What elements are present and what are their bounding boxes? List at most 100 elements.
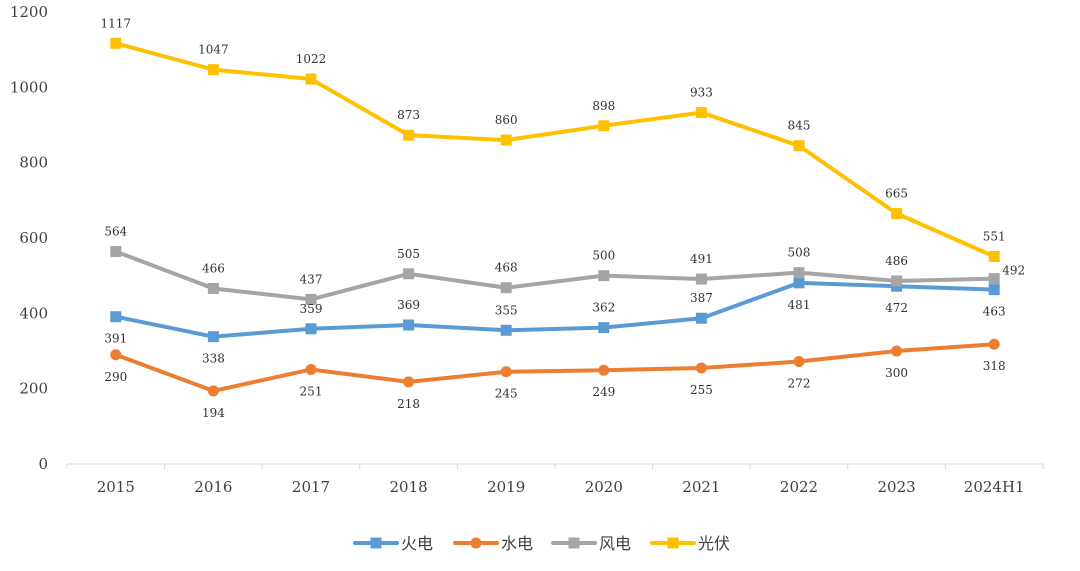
data-point	[793, 277, 805, 289]
data-point	[305, 323, 317, 335]
data-label: 873	[397, 108, 420, 122]
data-label: 1022	[296, 52, 327, 66]
data-point	[891, 345, 903, 357]
data-label: 437	[300, 272, 323, 286]
data-point	[891, 208, 903, 220]
data-label: 933	[690, 86, 713, 100]
data-label: 249	[592, 385, 615, 399]
data-label: 1047	[198, 43, 229, 57]
data-label: 318	[983, 359, 1006, 373]
data-label: 359	[300, 302, 323, 316]
y-tick-label: 0	[38, 455, 48, 473]
data-point	[207, 331, 219, 343]
legend-swatch-marker	[568, 537, 580, 549]
data-point	[793, 356, 805, 368]
legend-swatch-marker	[667, 537, 679, 549]
x-tick-label: 2019	[487, 478, 525, 496]
data-point	[305, 293, 317, 305]
series-line	[113, 280, 997, 339]
data-point	[403, 268, 415, 280]
x-tick-label: 2020	[585, 478, 623, 496]
x-tick-label: 2022	[780, 478, 818, 496]
data-point	[793, 267, 805, 279]
legend-swatch-marker	[470, 537, 482, 549]
x-tick-label: 2015	[97, 478, 135, 496]
data-label: 486	[885, 254, 908, 268]
data-label: 194	[202, 406, 225, 420]
data-label: 338	[202, 352, 225, 366]
data-point	[598, 364, 610, 376]
data-label: 290	[104, 370, 127, 384]
legend-item: 火电	[353, 534, 433, 553]
data-point	[110, 37, 122, 49]
data-label: 898	[592, 99, 615, 113]
data-point	[110, 311, 122, 323]
data-point	[695, 312, 707, 324]
data-point	[305, 363, 317, 375]
x-tick-label: 2017	[292, 478, 330, 496]
x-tick-label: 2016	[194, 478, 232, 496]
data-point	[110, 246, 122, 258]
data-label: 551	[983, 229, 1006, 243]
data-label: 300	[885, 366, 908, 380]
legend-label: 风电	[599, 534, 631, 553]
data-label: 272	[788, 377, 811, 391]
series-line	[113, 41, 997, 259]
data-point	[695, 273, 707, 285]
y-tick-label: 200	[19, 380, 48, 398]
data-label: 845	[788, 119, 811, 133]
legend-label: 水电	[501, 534, 533, 553]
y-tick-label: 1000	[10, 78, 48, 96]
x-tick-label: 2023	[878, 478, 916, 496]
data-label: 500	[592, 249, 615, 263]
data-point	[403, 376, 415, 388]
data-point	[500, 282, 512, 294]
data-point	[110, 349, 122, 361]
data-point	[598, 322, 610, 334]
x-tick-label: 2018	[390, 478, 428, 496]
data-label: 1117	[101, 16, 132, 30]
data-point	[598, 120, 610, 132]
data-label: 508	[788, 246, 811, 260]
legend-swatch-marker	[370, 537, 382, 549]
data-point	[500, 366, 512, 378]
data-point	[403, 129, 415, 141]
data-label: 505	[397, 247, 420, 261]
data-label: 245	[495, 387, 518, 401]
data-point	[500, 324, 512, 336]
data-point	[207, 385, 219, 397]
legend-item: 水电	[453, 534, 533, 553]
data-label: 665	[885, 187, 908, 201]
x-tick-label: 2024H1	[964, 478, 1025, 496]
data-label: 564	[104, 225, 127, 239]
data-label: 387	[690, 291, 713, 305]
data-point	[793, 140, 805, 152]
series-line	[113, 342, 997, 393]
data-label: 369	[397, 298, 420, 312]
data-point	[695, 362, 707, 374]
data-point	[988, 338, 1000, 350]
data-label: 251	[300, 384, 323, 398]
data-point	[695, 107, 707, 119]
data-label: 255	[690, 383, 713, 397]
data-point	[891, 275, 903, 287]
data-point	[598, 270, 610, 282]
data-label: 492	[1002, 264, 1025, 278]
data-point	[305, 73, 317, 85]
series-group	[110, 37, 1000, 397]
data-label: 391	[104, 332, 127, 346]
legend: 火电 水电 风电 光伏	[353, 534, 730, 553]
axes-group: 2015 2016 2017 2018 2019 2020 2021 2022 2023 2024…	[10, 3, 1044, 496]
data-point	[207, 64, 219, 76]
data-point	[988, 250, 1000, 262]
y-tick-label: 600	[19, 229, 48, 247]
legend-label: 光伏	[698, 534, 730, 553]
data-label: 481	[788, 298, 811, 312]
data-label: 355	[495, 303, 518, 317]
x-tick-label: 2021	[682, 478, 720, 496]
data-label: 466	[202, 261, 225, 275]
data-point	[500, 134, 512, 146]
data-label: 362	[592, 301, 615, 315]
